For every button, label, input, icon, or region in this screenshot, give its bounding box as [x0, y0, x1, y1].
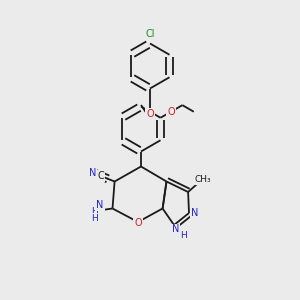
- Text: Cl: Cl: [145, 29, 155, 40]
- Text: C: C: [98, 171, 104, 181]
- Text: O: O: [134, 218, 142, 228]
- Text: H: H: [91, 207, 98, 216]
- Text: N: N: [172, 224, 179, 235]
- Text: O: O: [167, 107, 175, 117]
- Text: H: H: [91, 214, 98, 223]
- Text: O: O: [146, 109, 154, 119]
- Text: N: N: [191, 208, 198, 218]
- Text: N: N: [96, 200, 103, 210]
- Text: N: N: [89, 168, 96, 178]
- Text: CH₃: CH₃: [195, 175, 212, 184]
- Text: H: H: [180, 231, 187, 240]
